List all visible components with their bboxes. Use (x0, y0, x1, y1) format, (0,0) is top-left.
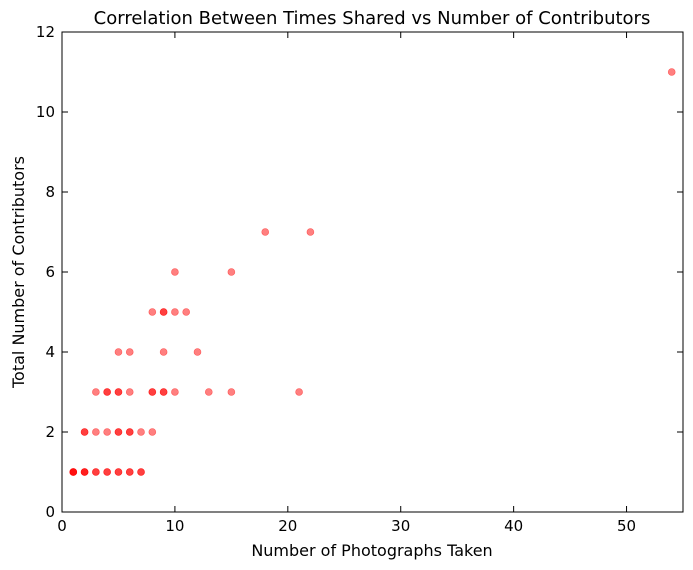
data-point (114, 388, 123, 396)
data-point (148, 308, 157, 316)
x-tick-label: 30 (391, 517, 410, 535)
y-axis-title: Total Number of Contributors (9, 156, 28, 389)
data-point (125, 348, 134, 356)
x-tick-label: 40 (504, 517, 523, 535)
y-tick-label: 0 (45, 503, 55, 521)
data-point (114, 428, 123, 436)
data-point (137, 428, 145, 436)
data-point (148, 388, 157, 396)
plot-frame (61, 31, 684, 513)
y-tick-label: 12 (36, 23, 55, 41)
data-point (92, 468, 100, 476)
data-point (261, 228, 270, 236)
data-point (80, 428, 89, 436)
data-point (193, 348, 202, 356)
data-point (69, 468, 78, 476)
data-point (204, 388, 213, 396)
data-point (306, 228, 315, 236)
data-point (103, 428, 111, 436)
x-axis-ticks: 0 10 20 30 40 50 (57, 32, 636, 535)
data-point (80, 468, 89, 476)
data-point (125, 468, 134, 476)
y-tick-label: 4 (45, 343, 55, 361)
data-point (227, 388, 236, 396)
x-tick-label: 20 (278, 517, 297, 535)
data-point (114, 348, 123, 356)
y-tick-label: 8 (45, 183, 55, 201)
data-point (171, 268, 179, 276)
chart-title: Correlation Between Times Shared vs Numb… (94, 8, 651, 29)
data-point (159, 308, 168, 316)
data-point (125, 388, 134, 396)
data-point (103, 468, 111, 476)
data-point (92, 428, 100, 436)
data-points (69, 68, 676, 476)
x-tick-label: 50 (617, 517, 636, 535)
data-point (295, 388, 303, 396)
x-tick-label: 0 (57, 517, 67, 535)
data-point (159, 348, 168, 356)
y-axis-ticks: 0 2 4 6 8 10 12 (36, 23, 683, 521)
data-point (159, 388, 168, 396)
data-point (182, 308, 190, 316)
x-axis-title: Number of Photographs Taken (251, 541, 492, 560)
y-tick-label: 2 (45, 423, 55, 441)
y-tick-label: 10 (36, 103, 55, 121)
y-tick-label: 6 (45, 263, 55, 281)
data-point (137, 468, 145, 476)
data-point (171, 308, 179, 316)
x-tick-label: 10 (165, 517, 184, 535)
data-point (92, 388, 100, 396)
data-point (103, 388, 111, 396)
data-point (125, 428, 134, 436)
data-point (148, 428, 157, 436)
data-point (114, 468, 123, 476)
data-point (667, 68, 676, 76)
data-point (171, 388, 179, 396)
data-point (227, 268, 236, 276)
